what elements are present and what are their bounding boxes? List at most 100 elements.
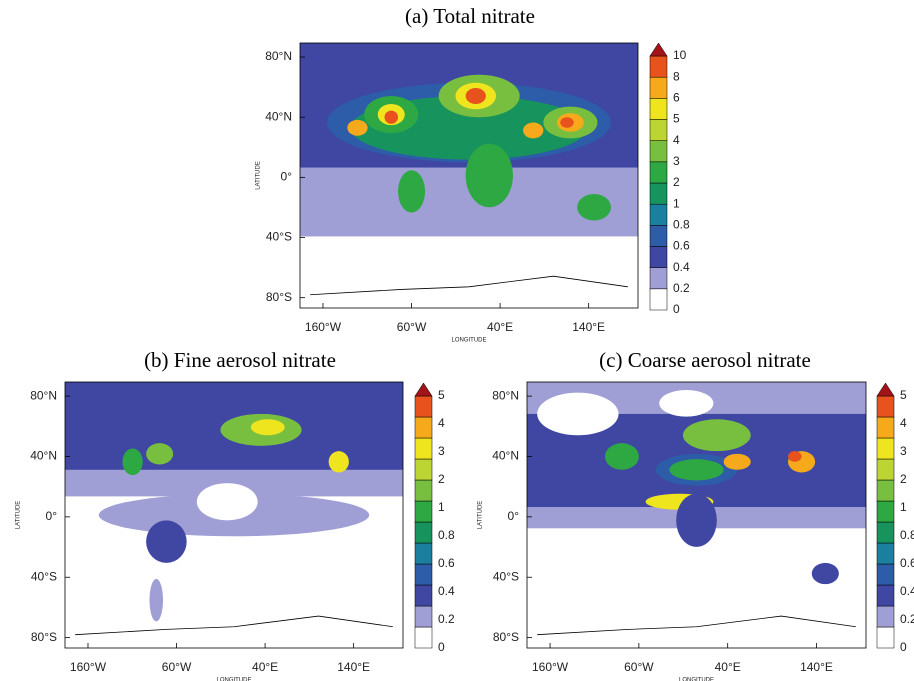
colorbar-label: 5: [900, 388, 907, 402]
field-region: [811, 562, 839, 585]
colorbar-box: [414, 395, 433, 418]
colorbar-box: [649, 267, 668, 290]
y-tick-label: 80°S: [31, 630, 57, 644]
map-frame: [299, 42, 639, 309]
y-tick-label: 0°: [508, 509, 520, 523]
map-panel: (b) Fine aerosol nitrate 80°N 40°N 0° 40°S 80…: [16, 348, 455, 681]
colorbar-box: [649, 288, 668, 311]
colorbar-box: [414, 500, 433, 523]
map-frame: [64, 381, 404, 649]
y-tick-label: 40°N: [492, 449, 519, 463]
x-tick-label: 140°E: [572, 320, 605, 334]
field-region: [250, 419, 285, 436]
field-region: [560, 117, 574, 128]
field-region: [328, 451, 349, 473]
colorbar-label: 0.2: [673, 281, 690, 295]
colorbar-label: 4: [673, 133, 680, 147]
colorbar-label: 1: [673, 196, 680, 210]
colorbar-box: [649, 119, 668, 141]
colorbar-label: 2: [438, 472, 445, 486]
y-tick-label: 40°N: [265, 109, 292, 123]
colorbar-box: [414, 437, 433, 460]
colorbar-label: 1: [900, 500, 907, 514]
colorbar-label: 0: [438, 640, 445, 654]
colorbar-box: [414, 584, 433, 607]
colorbar-label: 8: [673, 69, 680, 83]
colorbar-label: 3: [900, 444, 907, 458]
colorbar-box: [876, 437, 895, 460]
field-region: [682, 419, 751, 452]
colorbar-label: 3: [438, 444, 445, 458]
colorbar-label: 4: [900, 416, 907, 430]
y-tick-label: 40°N: [30, 449, 57, 463]
colorbar-box: [876, 395, 895, 418]
colorbar-box: [414, 605, 433, 628]
colorbar-box: [414, 521, 433, 544]
colorbar-box: [876, 605, 895, 628]
colorbar-box: [649, 203, 668, 226]
colorbar-label: 0.4: [673, 260, 690, 274]
colorbar-box: [876, 584, 895, 607]
x-tick-label: 40°E: [487, 320, 513, 334]
field-region: [217, 557, 285, 622]
colorbar-box: [414, 563, 433, 586]
field-region: [146, 520, 187, 563]
field-region: [122, 448, 143, 476]
colorbar-box: [649, 246, 668, 268]
panel-title: (c) Coarse aerosol nitrate: [599, 348, 811, 372]
colorbar-box: [414, 479, 433, 502]
y-tick-label: 0°: [46, 509, 58, 523]
colorbar-extend: [649, 42, 668, 57]
x-tick-label: 60°W: [162, 660, 192, 674]
colorbar-box: [649, 98, 668, 120]
y-tick-label: 80°N: [492, 388, 519, 402]
field-region: [146, 443, 174, 465]
colorbar-label: 0.6: [438, 556, 455, 570]
x-tick-label: 40°E: [252, 660, 278, 674]
map-field: [65, 382, 403, 648]
colorbar-label: 0.4: [900, 584, 914, 598]
colorbar-label: 3: [673, 154, 680, 168]
colorbar-label: 0: [673, 302, 680, 316]
y-tick-label: 40°S: [31, 569, 57, 583]
colorbar-label: 0.6: [900, 556, 914, 570]
map-frame: [526, 381, 867, 649]
x-axis-label: LONGITUDE: [679, 678, 714, 681]
y-axis-label: LATITUDE: [256, 161, 262, 190]
x-tick-label: 60°W: [397, 320, 427, 334]
y-tick-label: 40°S: [266, 230, 292, 244]
y-axis-label: LATITUDE: [16, 501, 22, 530]
x-tick-label: 140°E: [337, 660, 370, 674]
field-region: [465, 143, 513, 208]
colorbar-box: [649, 182, 668, 205]
colorbar-extend: [414, 382, 433, 397]
field-region: [347, 119, 368, 136]
panel-title: (a) Total nitrate: [405, 4, 535, 28]
field-region: [669, 459, 724, 481]
y-tick-label: 80°S: [266, 290, 292, 304]
colorbar-box: [649, 76, 668, 99]
field-region: [384, 110, 399, 124]
x-tick-label: 160°W: [305, 320, 342, 334]
colorbar-box: [649, 55, 668, 78]
colorbar-box: [414, 626, 433, 649]
field-region: [196, 483, 258, 521]
panel-title: (b) Fine aerosol nitrate: [144, 348, 336, 372]
y-tick-label: 40°S: [493, 569, 519, 583]
map-panel: (a) Total nitrate80°N40°N0°40°S80°S160°W…: [256, 4, 690, 344]
colorbar-label: 0: [900, 640, 907, 654]
colorbar-box: [876, 563, 895, 586]
colorbar-label: 0.2: [438, 612, 455, 626]
field-region: [659, 389, 714, 417]
y-axis-label: LATITUDE: [478, 501, 484, 530]
colorbar-extend: [876, 382, 895, 397]
x-tick-label: 160°W: [70, 660, 107, 674]
colorbar-label: 0.8: [673, 218, 690, 232]
colorbar-box: [414, 416, 433, 439]
x-axis-label: LONGITUDE: [451, 338, 486, 344]
colorbar-box: [876, 416, 895, 439]
colorbar-label: 6: [673, 91, 680, 105]
colorbar-label: 0.4: [438, 584, 455, 598]
field-region: [537, 392, 619, 436]
